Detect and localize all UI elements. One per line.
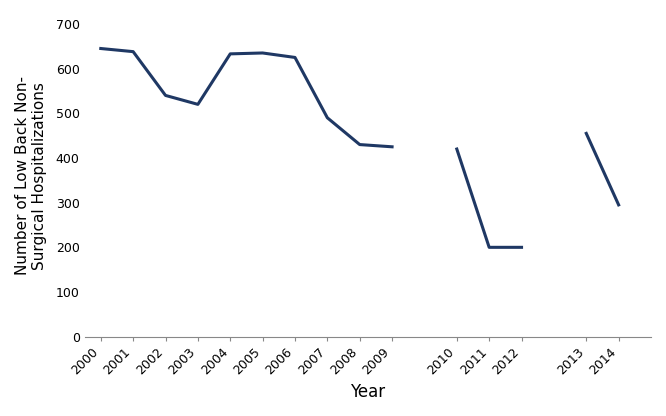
X-axis label: Year: Year [350,383,386,401]
Y-axis label: Number of Low Back Non-
Surgical Hospitalizations: Number of Low Back Non- Surgical Hospita… [15,77,47,275]
